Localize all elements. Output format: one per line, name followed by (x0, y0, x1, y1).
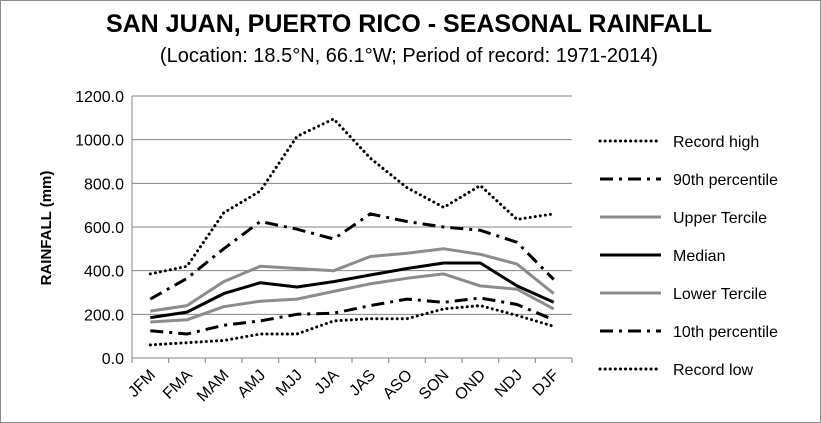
legend-label-upper-tercile: Upper Tercile (673, 210, 767, 227)
x-tick-label: OND (452, 367, 489, 404)
chart-subtitle: (Location: 18.5°N, 66.1°W; Period of rec… (160, 45, 658, 67)
axes (131, 96, 573, 363)
y-tick-label: 0.0 (102, 351, 124, 368)
series-line-90th-percentile (149, 212, 555, 301)
legend-label-record-low: Record low (673, 362, 753, 379)
x-tick-label: MAM (194, 367, 232, 405)
legend-label-record-high: Record high (673, 134, 759, 151)
y-tick-labels: 0.0 200.0 400.0 600.0 800.0 1000.0 1200.0 (75, 89, 124, 368)
y-tick-label: 200.0 (84, 307, 124, 324)
legend-label-90th-percentile: 90th percentile (673, 172, 778, 189)
series-line-lower-tercile (150, 272, 555, 324)
chart-title: SAN JUAN, PUERTO RICO - SEASONAL RAINFAL… (106, 10, 712, 38)
legend-label-10th-percentile: 10th percentile (673, 324, 778, 341)
series-line-record-low (148, 304, 556, 347)
x-tick-label: JFM (125, 367, 159, 401)
legend-label-lower-tercile: Lower Tercile (673, 286, 767, 303)
y-tick-label: 1200.0 (75, 89, 124, 106)
legend: Record high 90th percentile Upper Tercile M… (598, 134, 778, 379)
series-line-median (150, 261, 555, 320)
x-tick-label: NDJ (492, 367, 526, 401)
x-tick-label: FMA (160, 367, 196, 403)
x-tick-label: ASO (380, 367, 416, 403)
series-line-upper-tercile (150, 247, 555, 313)
gridlines (132, 95, 572, 315)
y-tick-label: 1000.0 (75, 133, 124, 150)
x-tick-label: AMJ (235, 367, 270, 402)
x-tick-label: MJJ (273, 367, 306, 400)
x-tick-label: DJF (530, 367, 563, 400)
y-tick-label: 600.0 (84, 220, 124, 237)
y-tick-label: 800.0 (84, 176, 124, 193)
y-axis-label: RAINFALL (mm) (38, 171, 55, 286)
legend-label-median: Median (673, 248, 725, 265)
series-line-record-high (148, 117, 556, 276)
series-lines (148, 117, 556, 347)
y-tick-label: 400.0 (84, 264, 124, 281)
x-tick-label: JJA (312, 367, 343, 398)
x-tick-label: SON (416, 367, 453, 404)
series-line-10th-percentile (150, 296, 555, 336)
x-tick-label: JAS (346, 367, 379, 400)
